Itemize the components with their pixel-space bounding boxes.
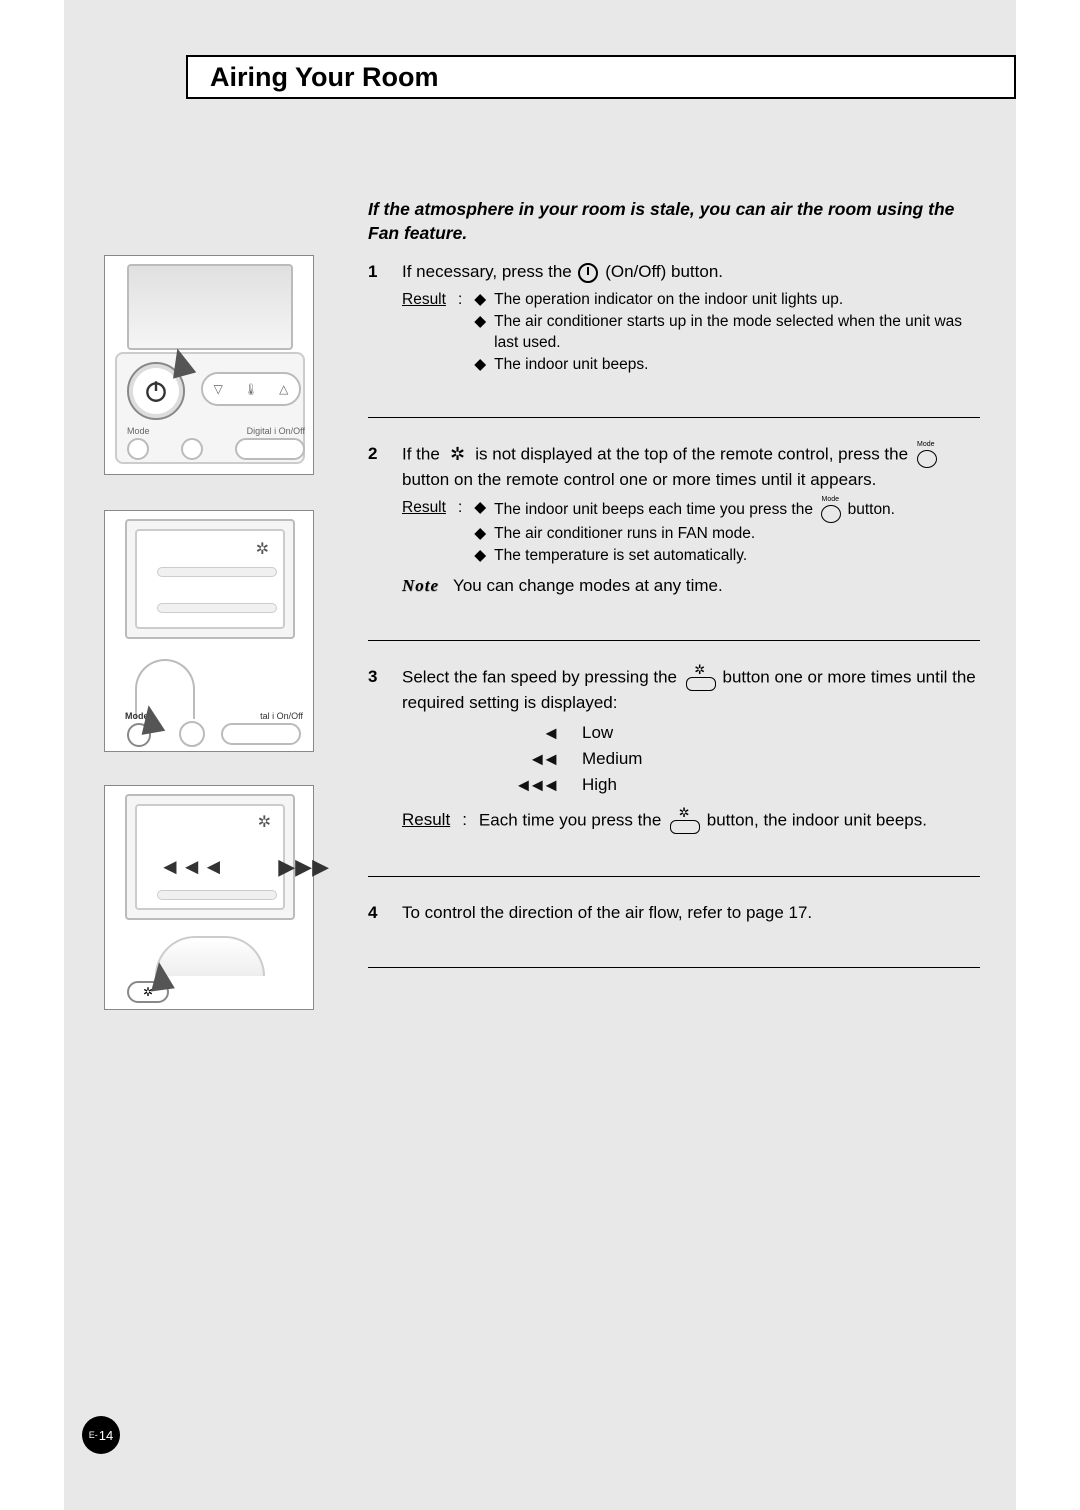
pointer-arrow-icon bbox=[147, 960, 175, 991]
result-item: ◆The operation indicator on the indoor u… bbox=[474, 289, 980, 310]
fan-speed-table: ◄Low ◄◄Medium ◄◄◄High bbox=[512, 720, 980, 798]
result-list: ◆The indoor unit beeps each time you pre… bbox=[474, 497, 980, 566]
result-label: Result bbox=[402, 497, 446, 566]
divider bbox=[368, 876, 980, 877]
speed-high-left-icon: ◄◄◄ bbox=[159, 854, 224, 880]
fan-icon bbox=[447, 444, 469, 466]
pointer-arrow-icon bbox=[137, 703, 165, 735]
remote-bottom-buttons bbox=[127, 438, 305, 460]
mode-button-icon bbox=[915, 442, 937, 468]
remote-display-inner: ✲ bbox=[135, 529, 285, 629]
result-item: ◆The indoor unit beeps. bbox=[474, 354, 980, 375]
step-body: To control the direction of the air flow… bbox=[402, 901, 980, 924]
step-text: If necessary, press the (On/Off) button. bbox=[402, 260, 980, 283]
step-number: 3 bbox=[368, 665, 384, 834]
step-text: Select the fan speed by pressing the but… bbox=[402, 665, 980, 714]
content-column: 1 If necessary, press the (On/Off) butto… bbox=[368, 260, 980, 992]
digital-onoff-label: Digital i On/Off bbox=[247, 426, 305, 436]
intro-text: If the atmosphere in your room is stale,… bbox=[368, 198, 958, 245]
step-text: If the is not displayed at the top of th… bbox=[402, 442, 980, 491]
page-number: 14 bbox=[99, 1428, 113, 1443]
display-bar bbox=[157, 890, 277, 900]
fan-button-icon bbox=[668, 808, 700, 834]
note-text: You can change modes at any time. bbox=[453, 574, 723, 597]
speed-row-low: ◄Low bbox=[512, 720, 980, 746]
result-item: ◆The indoor unit beeps each time you pre… bbox=[474, 497, 980, 523]
remote-display-inner: ✲ ◄◄◄ ▶▶▶ bbox=[135, 804, 285, 910]
temp-down-icon: ▽ bbox=[214, 382, 223, 396]
title-box: Airing Your Room bbox=[186, 55, 1016, 99]
fan-speed-indicators: ◄◄◄ ▶▶▶ bbox=[159, 854, 329, 880]
speed-high-right-icon: ▶▶▶ bbox=[278, 854, 329, 880]
result-row: Result: Each time you press the button, … bbox=[402, 808, 980, 834]
result-item: ◆The air conditioner runs in FAN mode. bbox=[474, 523, 980, 544]
speed-row-medium: ◄◄Medium bbox=[512, 746, 980, 772]
divider bbox=[368, 640, 980, 641]
note-row: Note You can change modes at any time. bbox=[402, 574, 980, 597]
illustration-power-button: ▽ 🌡 △ Mode Digital i On/Off bbox=[104, 255, 314, 475]
page-number-prefix: E- bbox=[89, 1430, 98, 1440]
step-1: 1 If necessary, press the (On/Off) butto… bbox=[368, 260, 980, 399]
result-list: ◆The operation indicator on the indoor u… bbox=[474, 289, 980, 375]
thermometer-icon: 🌡 bbox=[244, 383, 258, 396]
fan-button-icon bbox=[684, 665, 716, 691]
step-body: If the is not displayed at the top of th… bbox=[402, 442, 980, 598]
divider bbox=[368, 417, 980, 418]
illustration-mode-button: ✲ Mode tal i On/Off bbox=[104, 510, 314, 752]
fan-icon: ✲ bbox=[258, 812, 271, 832]
speed-row-high: ◄◄◄High bbox=[512, 772, 980, 798]
center-button-icon bbox=[181, 438, 203, 460]
display-bar bbox=[157, 603, 277, 613]
digital-onoff-label-partial: tal i On/Off bbox=[260, 711, 303, 721]
step-number: 4 bbox=[368, 901, 384, 924]
remote-display bbox=[127, 264, 293, 350]
power-icon bbox=[578, 263, 598, 283]
remote-button-labels: Mode Digital i On/Off bbox=[127, 426, 305, 436]
mode-button-icon bbox=[819, 497, 841, 523]
result-row: Result: ◆The indoor unit beeps each time… bbox=[402, 497, 980, 566]
digital-onoff-button-icon bbox=[221, 723, 301, 745]
temp-up-icon: △ bbox=[279, 382, 288, 396]
mode-label: Mode bbox=[127, 426, 150, 436]
result-row: Result: ◆The operation indicator on the … bbox=[402, 289, 980, 375]
speed-low-icon: ◄ bbox=[512, 721, 556, 746]
step-2: 2 If the is not displayed at the top of … bbox=[368, 442, 980, 622]
result-item: ◆The temperature is set automatically. bbox=[474, 545, 980, 566]
speed-high-icon: ◄◄◄ bbox=[512, 773, 556, 798]
step-body: Select the fan speed by pressing the but… bbox=[402, 665, 980, 834]
page-title: Airing Your Room bbox=[210, 62, 439, 93]
digital-onoff-button-icon bbox=[235, 438, 305, 460]
divider bbox=[368, 967, 980, 968]
step-3: 3 Select the fan speed by pressing the b… bbox=[368, 665, 980, 858]
step-body: If necessary, press the (On/Off) button.… bbox=[402, 260, 980, 375]
result-label: Result bbox=[402, 808, 450, 834]
note-label: Note bbox=[402, 574, 439, 597]
result-item: ◆The air conditioner starts up in the mo… bbox=[474, 311, 980, 354]
speed-medium-icon: ◄◄ bbox=[512, 747, 556, 772]
step-text: To control the direction of the air flow… bbox=[402, 903, 812, 922]
temp-adjust-group: ▽ 🌡 △ bbox=[201, 372, 301, 406]
illustration-fan-speed: ✲ ◄◄◄ ▶▶▶ ✲ bbox=[104, 785, 314, 1010]
result-text: Each time you press the button, the indo… bbox=[479, 808, 980, 834]
mode-button-icon bbox=[127, 438, 149, 460]
step-number: 1 bbox=[368, 260, 384, 375]
center-button-icon bbox=[179, 721, 205, 747]
page-number-badge: E-14 bbox=[82, 1416, 120, 1454]
fan-icon: ✲ bbox=[256, 539, 269, 559]
step-4: 4 To control the direction of the air fl… bbox=[368, 901, 980, 948]
step-number: 2 bbox=[368, 442, 384, 598]
display-bar bbox=[157, 567, 277, 577]
result-label: Result bbox=[402, 289, 446, 375]
